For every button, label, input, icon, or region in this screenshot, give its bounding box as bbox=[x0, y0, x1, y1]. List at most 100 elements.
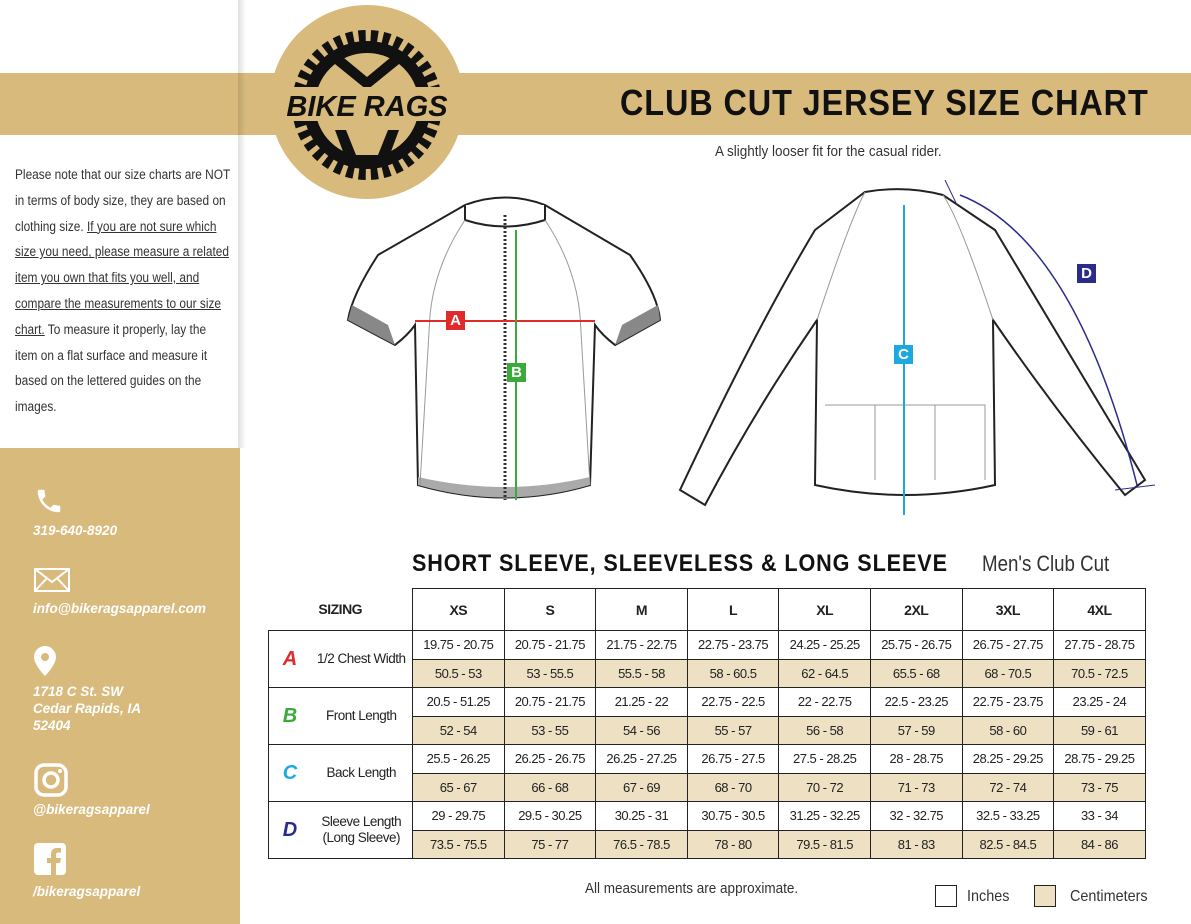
cell-inches: 22.5 - 23.25 bbox=[869, 687, 963, 717]
cell-inches: 29.5 - 30.25 bbox=[503, 801, 597, 831]
marker-c: C bbox=[894, 345, 913, 364]
cell-cm: 71 - 73 bbox=[869, 772, 963, 802]
cell-inches: 25.5 - 26.25 bbox=[412, 744, 505, 774]
cell-cm: 58 - 60 bbox=[961, 715, 1055, 745]
cell-inches: 21.25 - 22 bbox=[595, 687, 688, 717]
marker-d: D bbox=[1077, 264, 1096, 283]
cell-cm: 82.5 - 84.5 bbox=[961, 829, 1055, 859]
cell-cm: 76.5 - 78.5 bbox=[595, 829, 688, 859]
long-sleeve-jersey-back-image bbox=[678, 180, 1156, 515]
cell-inches: 28 - 28.75 bbox=[869, 744, 963, 774]
cell-cm: 73 - 75 bbox=[1053, 772, 1146, 802]
cell-inches: 20.75 - 21.75 bbox=[503, 687, 597, 717]
size-note: Please note that our size charts are NOT… bbox=[15, 162, 231, 420]
table-row-cm: 73.5 - 75.5 75 - 77 76.5 - 78.5 78 - 80 79.5… bbox=[269, 829, 1146, 859]
section-fit: Men's Club Cut bbox=[981, 551, 1110, 576]
cell-cm: 75 - 77 bbox=[503, 829, 597, 859]
cell-cm: 55.5 - 58 bbox=[595, 658, 688, 688]
email-icon bbox=[34, 568, 70, 592]
cell-inches: 25.75 - 26.75 bbox=[869, 630, 963, 660]
facebook-icon bbox=[34, 843, 66, 875]
cell-inches: 28.25 - 29.25 bbox=[961, 744, 1055, 774]
cell-inches: 19.75 - 20.75 bbox=[412, 630, 505, 660]
cell-inches: 27.5 - 28.25 bbox=[778, 744, 871, 774]
table-row-inches: C Back Length 25.5 - 26.25 26.25 - 26.75 26.… bbox=[268, 744, 1146, 802]
size-header: XL bbox=[778, 588, 871, 631]
legend-label-inches: Inches bbox=[967, 888, 1010, 905]
cell-cm: 68 - 70 bbox=[686, 772, 780, 802]
page-subtitle: A slightly looser fit for the casual rid… bbox=[715, 143, 942, 160]
table-row-inches: B Front Length 20.5 - 51.25 20.75 - 21.75 21… bbox=[268, 687, 1146, 745]
instagram-icon bbox=[34, 763, 68, 797]
cell-inches: 22.75 - 23.75 bbox=[686, 630, 780, 660]
cell-cm: 53 - 55.5 bbox=[503, 658, 597, 688]
contact-panel: 319-640-8920 info@bikeragsapparel.com 17… bbox=[0, 448, 240, 924]
approximate-note: All measurements are approximate. bbox=[585, 880, 799, 897]
page-title: CLUB CUT JERSEY SIZE CHART bbox=[620, 82, 1149, 123]
size-table: SIZING XS S M L XL 2XL 3XL 4XL A 1/2 Chest Width 1… bbox=[268, 588, 1146, 859]
instagram-handle[interactable]: @bikeragsapparel bbox=[33, 802, 150, 817]
cell-inches: 23.25 - 24 bbox=[1053, 687, 1146, 717]
cell-inches: 24.25 - 25.25 bbox=[778, 630, 871, 660]
size-header: XS bbox=[412, 588, 505, 631]
cell-inches: 29 - 29.75 bbox=[412, 801, 505, 831]
measure-letter: C bbox=[268, 744, 311, 802]
measure-label: Sleeve Length (Long Sleeve) bbox=[310, 801, 413, 859]
cell-cm: 52 - 54 bbox=[412, 715, 505, 745]
header-band bbox=[0, 73, 1191, 135]
cell-cm: 59 - 61 bbox=[1053, 715, 1146, 745]
cell-cm: 70.5 - 72.5 bbox=[1053, 658, 1146, 688]
cell-cm: 81 - 83 bbox=[869, 829, 963, 859]
cell-inches: 30.25 - 31 bbox=[595, 801, 688, 831]
cell-cm: 70 - 72 bbox=[778, 772, 871, 802]
cell-cm: 50.5 - 53 bbox=[412, 658, 505, 688]
cell-cm: 55 - 57 bbox=[686, 715, 780, 745]
cell-inches: 21.75 - 22.75 bbox=[595, 630, 688, 660]
legend-label-centimeters: Centimeters bbox=[1070, 888, 1148, 905]
phone-number[interactable]: 319-640-8920 bbox=[33, 523, 118, 538]
cell-inches: 26.75 - 27.5 bbox=[686, 744, 780, 774]
table-row-inches: D Sleeve Length (Long Sleeve) 29 - 29.75 29… bbox=[268, 801, 1146, 859]
section-heading: SHORT SLEEVE, SLEEVELESS & LONG SLEEVE M… bbox=[412, 550, 1132, 578]
cell-inches: 20.5 - 51.25 bbox=[412, 687, 505, 717]
cell-cm: 62 - 64.5 bbox=[778, 658, 871, 688]
measure-letter: A bbox=[268, 630, 311, 688]
size-header: 3XL bbox=[961, 588, 1055, 631]
note-text: Please note that our size charts are NOT… bbox=[15, 167, 231, 234]
sidebar-shadow bbox=[238, 0, 246, 448]
logo-text: BIKE RAGS bbox=[286, 91, 448, 123]
cell-cm: 57 - 59 bbox=[869, 715, 963, 745]
cell-inches: 31.25 - 32.25 bbox=[778, 801, 871, 831]
cell-inches: 20.75 - 21.75 bbox=[503, 630, 597, 660]
cell-cm: 58 - 60.5 bbox=[686, 658, 780, 688]
cell-inches: 22.75 - 23.75 bbox=[961, 687, 1055, 717]
cell-inches: 27.75 - 28.75 bbox=[1053, 630, 1146, 660]
cell-cm: 79.5 - 81.5 bbox=[778, 829, 871, 859]
sizing-header: SIZING bbox=[268, 588, 413, 631]
cell-inches: 22.75 - 22.5 bbox=[686, 687, 780, 717]
cell-cm: 84 - 86 bbox=[1053, 829, 1146, 859]
measure-letter: D bbox=[268, 801, 311, 859]
facebook-handle[interactable]: /bikeragsapparel bbox=[33, 884, 141, 899]
cell-inches: 32.5 - 33.25 bbox=[961, 801, 1055, 831]
cell-inches: 26.75 - 27.75 bbox=[961, 630, 1055, 660]
email-address[interactable]: info@bikeragsapparel.com bbox=[33, 601, 206, 616]
size-header: S bbox=[503, 588, 597, 631]
brand-logo: BIKE RAGS bbox=[270, 5, 464, 199]
cell-inches: 26.25 - 27.25 bbox=[595, 744, 688, 774]
short-sleeve-jersey-front-image bbox=[346, 196, 662, 500]
address-line: Cedar Rapids, IA bbox=[33, 701, 142, 716]
section-title: SHORT SLEEVE, SLEEVELESS & LONG SLEEVE bbox=[412, 550, 948, 577]
table-row-inches: A 1/2 Chest Width 19.75 - 20.75 20.75 - 21.… bbox=[268, 630, 1146, 688]
address-line: 52404 bbox=[33, 718, 71, 733]
cell-cm: 65.5 - 68 bbox=[869, 658, 963, 688]
cell-cm: 54 - 56 bbox=[595, 715, 688, 745]
cell-cm: 67 - 69 bbox=[595, 772, 688, 802]
cell-cm: 73.5 - 75.5 bbox=[412, 829, 505, 859]
size-header: L bbox=[686, 588, 780, 631]
address-line: 1718 C St. SW bbox=[33, 684, 124, 699]
cell-cm: 72 - 74 bbox=[961, 772, 1055, 802]
cell-cm: 68 - 70.5 bbox=[961, 658, 1055, 688]
size-header: 4XL bbox=[1053, 588, 1146, 631]
cell-cm: 56 - 58 bbox=[778, 715, 871, 745]
